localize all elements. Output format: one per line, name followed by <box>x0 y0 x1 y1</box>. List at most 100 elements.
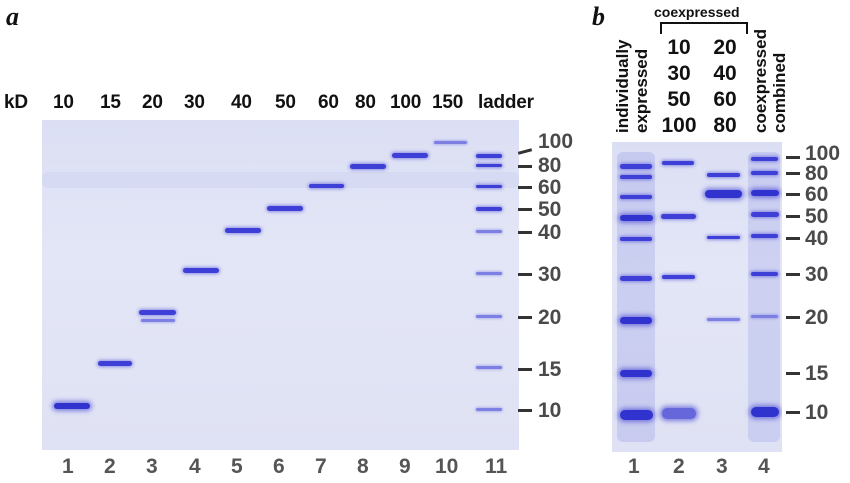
lane-number-6: 6 <box>273 455 285 478</box>
b-lane1-band-30 <box>620 276 652 281</box>
marker-label-80-a: 80 <box>538 154 562 177</box>
marker-label-40-b: 40 <box>805 227 829 250</box>
tick-20-b <box>786 316 800 319</box>
b-lane-number-4: 4 <box>758 455 770 478</box>
lane-number-10: 10 <box>435 455 459 478</box>
b-lane-number-1: 1 <box>628 455 640 478</box>
lane-header-1: 10 <box>53 92 74 113</box>
b-lane1-band-50 <box>620 215 653 221</box>
marker-label-30-b: 30 <box>805 263 829 286</box>
lane-number-5: 5 <box>231 455 243 478</box>
tick-15-b <box>786 372 800 375</box>
coexpressed-bracket-label: coexpressed <box>654 4 740 20</box>
b-lane4-band-30 <box>751 272 778 276</box>
tick-30-a <box>518 273 532 276</box>
b-lane1-band-10 <box>620 410 653 420</box>
marker-label-10-a: 10 <box>538 399 562 422</box>
kd-unit-label: kD <box>4 92 28 113</box>
ladder-band-100 <box>476 154 502 158</box>
band-lane2-15kd <box>98 361 132 366</box>
tick-100-b <box>786 156 800 159</box>
tick-40-a <box>518 231 532 234</box>
marker-label-60-b: 60 <box>805 183 829 206</box>
lane-header-11: ladder <box>478 92 534 113</box>
lane1-header-line2: expressed <box>632 48 651 133</box>
ladder-band-20 <box>476 315 502 318</box>
band-lane3-20kd <box>139 310 176 315</box>
band-lane9-100kd <box>392 153 428 158</box>
lane-header-2: 15 <box>100 92 121 113</box>
b-lane4-band-50 <box>751 212 779 217</box>
lane2-value-30: 30 <box>667 62 691 85</box>
marker-label-10-b: 10 <box>805 401 829 424</box>
b-lane2-band-10 <box>662 408 696 419</box>
tick-10-b <box>786 411 800 414</box>
marker-label-50-a: 50 <box>538 198 562 221</box>
marker-label-80-b: 80 <box>805 162 829 185</box>
lane2-value-50: 50 <box>667 88 691 111</box>
lane-header-8: 80 <box>355 92 376 113</box>
marker-label-40-a: 40 <box>538 221 562 244</box>
panel-b-label: b <box>592 2 605 31</box>
tick-100-a <box>517 148 533 155</box>
tick-15-a <box>518 368 532 371</box>
band-lane3-20kd-lower <box>141 319 175 322</box>
gel-panel-a <box>42 120 519 450</box>
marker-label-100-b: 100 <box>805 142 841 165</box>
lane-header-5: 40 <box>231 92 252 113</box>
band-lane10-150kd <box>434 141 467 144</box>
ladder-band-15 <box>476 366 502 369</box>
marker-label-20-b: 20 <box>805 306 829 329</box>
b-lane4-band-80 <box>751 171 778 175</box>
b-lane4-band-60 <box>751 190 779 196</box>
lane-number-11: 11 <box>485 455 508 478</box>
lane4-header-line2: combined <box>770 52 789 133</box>
marker-label-20-a: 20 <box>538 306 562 329</box>
b-lane1-band-20 <box>620 317 652 324</box>
b-lane4-band-10 <box>751 407 779 417</box>
b-lane-number-2: 2 <box>673 455 685 478</box>
lane-number-8: 8 <box>357 455 369 478</box>
b-lane1-band-15 <box>620 370 652 377</box>
b-lane1-band-100 <box>620 164 652 169</box>
band-lane6-50kd <box>267 206 303 211</box>
lane-number-1: 1 <box>62 455 74 478</box>
lane3-value-60: 60 <box>713 88 737 111</box>
ladder-band-50 <box>476 207 502 211</box>
b-lane3-band-40 <box>707 236 740 239</box>
b-lane4-band-40 <box>751 234 778 238</box>
b-lane3-band-60 <box>705 190 742 198</box>
ladder-band-60 <box>476 185 502 188</box>
marker-label-15-b: 15 <box>805 362 829 385</box>
tick-80-a <box>518 165 532 168</box>
b-lane2-band-50 <box>661 214 696 219</box>
band-lane4-30kd <box>183 268 219 273</box>
lane3-value-40: 40 <box>713 62 737 85</box>
lane-header-9: 100 <box>390 92 422 113</box>
b-lane3-band-80 <box>707 173 740 177</box>
ladder-band-30 <box>476 272 502 275</box>
tick-80-b <box>786 172 800 175</box>
lane-header-4: 30 <box>184 92 205 113</box>
lane3-value-20: 20 <box>713 36 737 59</box>
lane-header-3: 20 <box>142 92 163 113</box>
b-lane2-band-30 <box>662 275 695 279</box>
tick-60-a <box>518 186 532 189</box>
lane2-value-100: 100 <box>661 114 697 137</box>
b-lane1-band-60 <box>620 195 652 199</box>
lane-number-2: 2 <box>104 455 116 478</box>
lane1-header-line1: individually <box>613 39 632 133</box>
b-lane2-band-100 <box>662 161 694 165</box>
lane3-value-80: 80 <box>713 114 737 137</box>
band-lane5-40kd <box>225 228 261 233</box>
b-lane-number-3: 3 <box>716 455 728 478</box>
lane-header-7: 60 <box>318 92 339 113</box>
b-lane1-band-40 <box>620 237 652 241</box>
b-lane4-band-100 <box>751 157 778 161</box>
b-lane4-band-20 <box>751 315 778 318</box>
band-lane8-80kd <box>350 164 386 169</box>
band-lane1-10kd <box>54 403 90 409</box>
band-lane7-60kd <box>309 184 344 188</box>
ladder-band-10 <box>476 408 502 411</box>
lane-number-4: 4 <box>189 455 201 478</box>
